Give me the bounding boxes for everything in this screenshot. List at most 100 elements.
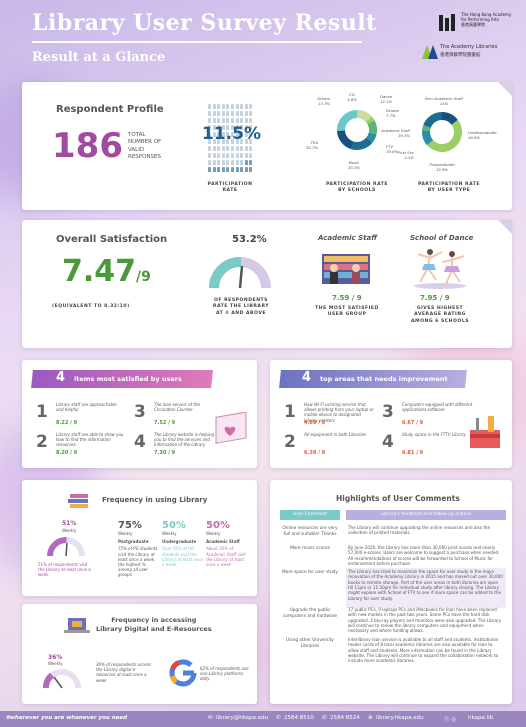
donut-slice-drama	[366, 132, 377, 143]
person-grid-icon	[208, 104, 254, 172]
donut-label: 7.7%	[386, 113, 396, 118]
respondent-profile-card: Respondent Profile 186 TOTAL NUMBER OF VAL…	[22, 82, 512, 210]
rate-8-caption: OF RESPONDENTS RATE THE LIBRARY AT 8 AND …	[212, 298, 270, 316]
donut-label: Postgraduate	[429, 162, 455, 167]
library-feedback: Interlibrary loan service is available t…	[348, 637, 499, 664]
usertype-caption: PARTICIPATION RATE BY USER TYPE	[417, 182, 481, 194]
donut-label: FTV	[386, 144, 394, 149]
donut-label: 20.3%	[348, 165, 360, 170]
frequency-column: 75% Weekly Postgraduate 75% of PG studen…	[118, 520, 160, 590]
donut-label: CO	[349, 92, 355, 97]
books-stack-icon	[68, 494, 88, 508]
donut-label: 13.7%	[318, 101, 330, 106]
column-pct: 75%	[118, 520, 142, 531]
item-score: 7.30 / 9	[154, 450, 176, 456]
item-score: 7.52 / 9	[154, 420, 176, 426]
donut-label: Non-Academic Staff	[425, 96, 464, 101]
donut-label: TEA	[311, 140, 319, 145]
item-number: 4	[134, 432, 146, 452]
footer-social[interactable]: hkapa.lib	[468, 715, 494, 721]
donut-label: 19.4%	[398, 133, 410, 138]
item-score: 4.69 / 9	[304, 420, 326, 426]
library-shelf-illustration-icon	[322, 254, 370, 284]
mail-icon: ✉	[208, 715, 213, 721]
donut-label: 4.3%	[404, 155, 414, 160]
column-group: Postgraduate	[118, 539, 149, 545]
frequency-card: Frequency in using Library 51% Weekly 51…	[22, 480, 257, 596]
item-score: 6.39 / 9	[304, 450, 326, 456]
donut-label: 48.9%	[468, 135, 480, 140]
donut-slice-academic-staff	[423, 112, 442, 128]
footer-email[interactable]: library@hkapa.edu	[216, 715, 269, 721]
most-satisfied-card: 4 items most satisfied by users 1 Librar…	[22, 360, 257, 468]
column-group: Undergraduate	[162, 539, 197, 545]
footer-bar: #wherever you are whenever you need ✉ li…	[0, 711, 526, 727]
item-text: The loan service at the Circulation Coun…	[154, 402, 200, 413]
digital-pct: 36%	[48, 654, 63, 661]
respondent-title: Respondent Profile	[56, 104, 164, 115]
donut-label: Others	[317, 96, 330, 101]
footer-phone1: 2584 8510	[284, 715, 314, 721]
donut-label: Academic Staff	[380, 128, 411, 133]
satisfaction-title: Overall Satisfaction	[56, 234, 168, 245]
donut-slice-ftv	[350, 137, 373, 150]
library-feedback-header: Library's feedback and follow-up actions	[346, 510, 506, 520]
item-text: Library staff are able to show you how t…	[56, 432, 124, 448]
user-comment: Online resources are very full and suita…	[282, 526, 338, 537]
improvement-num: 4	[302, 370, 312, 385]
frequency-main-pct: 51%	[62, 520, 77, 527]
library-feedback: The Library will continue upgrading the …	[348, 525, 491, 536]
improvement-item: 4 Study space in the FTTV Library 6.81 /…	[382, 430, 480, 460]
user-comment: Upgrade the public computers and hardwar…	[282, 608, 337, 619]
laptop-books-icon	[64, 618, 90, 633]
school-dance-score: 7.95 / 9	[420, 294, 450, 302]
frequency-gauge-icon	[47, 537, 85, 557]
satisfied-item: 4 The Library website is helping you to …	[134, 430, 230, 460]
donut-label: Music	[349, 160, 361, 165]
donut-slice-music	[337, 130, 354, 150]
donut-label: Drama	[386, 108, 400, 113]
hkapa-logo: The Hong Kong Academy for Performing Art…	[437, 10, 517, 36]
column-text: About 50% of Academic Staff visit the Li…	[206, 546, 246, 567]
donut-slice-undergraduate	[427, 119, 463, 153]
user-comment: More space for user study	[282, 570, 338, 575]
page-title: Library User Survey Result	[32, 10, 377, 36]
google-icon	[169, 659, 197, 687]
donut-label: Dance	[380, 94, 393, 99]
school-dance-title: School of Dance	[410, 234, 474, 242]
item-text: How Wi-Fi printing service that allows p…	[304, 402, 374, 423]
donut-slice-others	[357, 110, 372, 122]
footer-web[interactable]: library.hkapa.edu	[376, 715, 424, 721]
improvement-title: top areas that needs improvement	[320, 375, 448, 383]
donut-label: 12.1%	[380, 99, 392, 104]
satisfied-item: 2 Library staff are able to show you how…	[36, 430, 132, 460]
globe-icon: ⊕	[368, 715, 373, 721]
academic-staff-caption: THE MOST SATISFIED USER GROUP	[315, 306, 379, 318]
satisfaction-card: Overall Satisfaction 7.47/9 (EQUIVALENT …	[22, 220, 512, 348]
column-text: 75% of PG students visit the Library at …	[118, 546, 158, 578]
social-icons[interactable]: ⓕ ◎	[444, 717, 457, 723]
item-text: Study space in the FTTV Library	[402, 432, 466, 437]
item-number: 4	[382, 432, 394, 452]
satisfied-item: 1 Library staff are approachable and hel…	[36, 400, 132, 430]
academy-libraries-logo: The Academy Libraries 香港演藝學院圖書館	[422, 41, 518, 63]
page-subtitle: Result at a Glance	[32, 50, 166, 65]
respondent-count: 186	[52, 126, 123, 166]
donut-slice-tea	[337, 110, 357, 131]
user-comment-header: User Comment	[280, 510, 340, 520]
item-text: AV equipment in both Libraries	[304, 432, 367, 437]
donut-slice-non-academic-staff	[442, 112, 458, 125]
item-text: Computers equipped with different applic…	[402, 402, 473, 413]
item-score: 6.81 / 9	[402, 450, 424, 456]
donut-slice-postgraduate	[422, 130, 434, 146]
dancers-illustration-icon	[414, 249, 466, 289]
academic-staff-score: 7.59 / 9	[332, 294, 362, 302]
most-satisfied-title: items most satisfied by users	[74, 375, 182, 383]
item-number: 2	[284, 432, 296, 452]
column-pct: 50%	[206, 520, 230, 531]
participation-caption: PARTICIPATION RATE	[207, 182, 253, 194]
footer-tagline: #wherever you are whenever you need	[6, 715, 128, 721]
frequency-column: 50% Weekly Undergraduate Over 50% of UG …	[162, 520, 204, 567]
improvement-card: 4 top areas that needs improvement 1 How…	[270, 360, 512, 468]
